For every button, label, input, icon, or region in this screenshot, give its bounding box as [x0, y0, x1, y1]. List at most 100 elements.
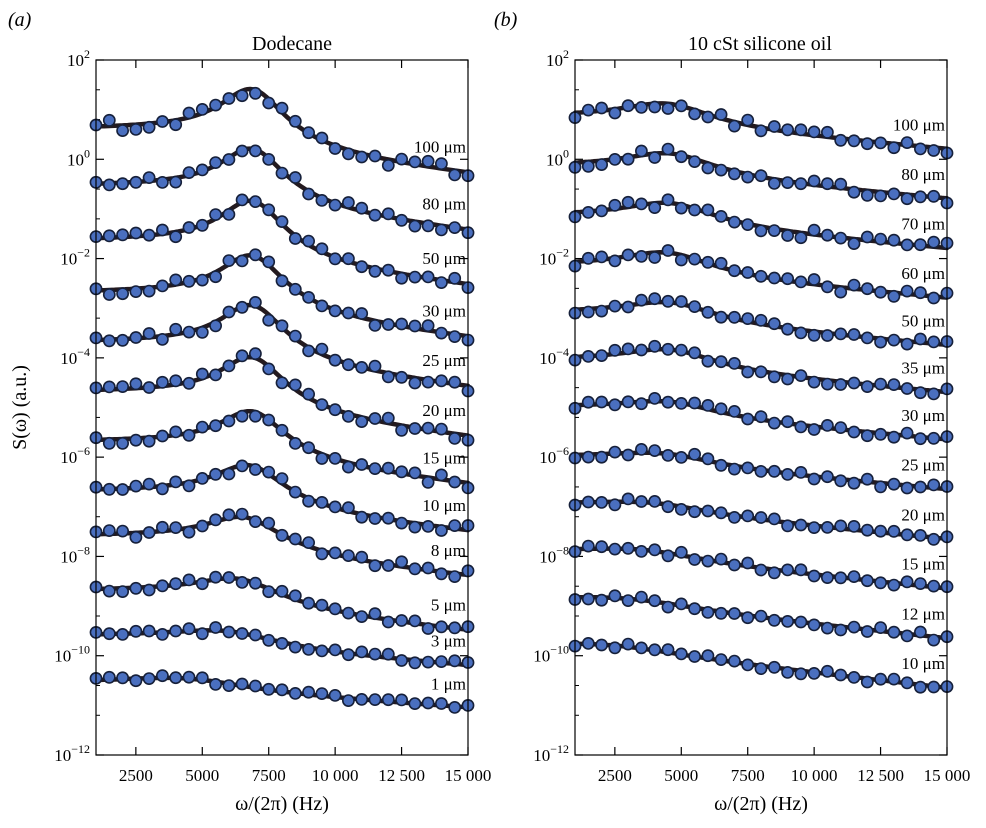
data-point [328, 689, 342, 702]
data-point [102, 178, 116, 192]
data-point [674, 647, 688, 661]
series-4: 30 μm [89, 248, 475, 347]
data-point [914, 432, 927, 446]
series-10: 5 μm [89, 570, 475, 635]
data-point [142, 624, 156, 638]
data-point [315, 193, 329, 207]
data-point [142, 526, 156, 539]
data-point [714, 163, 728, 177]
data-point [315, 398, 329, 411]
data-point [781, 176, 794, 189]
data-point [421, 219, 435, 233]
data-point [355, 645, 369, 659]
data-point [834, 623, 848, 637]
data-point [355, 201, 369, 215]
data-point [621, 448, 635, 462]
data-point [728, 264, 741, 278]
data-point [887, 333, 901, 347]
data-point [821, 228, 834, 242]
data-point [209, 570, 222, 584]
data-point [182, 274, 196, 288]
data-point [328, 142, 342, 155]
data-point [754, 563, 768, 577]
data-point [262, 313, 276, 327]
data-point [661, 643, 675, 657]
data-point [315, 598, 329, 612]
data-point [222, 153, 236, 166]
series-12: 1 μm [89, 669, 475, 714]
data-point [116, 483, 129, 496]
data-point [448, 570, 462, 583]
data-point [834, 421, 848, 434]
data-point [688, 396, 701, 410]
data-point [821, 470, 834, 484]
data-point [262, 516, 276, 530]
data-point [688, 203, 701, 217]
data-point [900, 382, 914, 395]
data-point [914, 332, 927, 346]
data-point [302, 494, 315, 508]
data-point [794, 123, 808, 137]
data-point [182, 166, 196, 179]
data-point [688, 346, 701, 360]
data-point [887, 378, 901, 391]
data-point [142, 477, 156, 491]
data-point [860, 282, 874, 296]
data-point [262, 152, 276, 166]
data-point [395, 516, 408, 530]
data-point [182, 325, 196, 339]
data-point [195, 325, 209, 339]
data-point [182, 622, 196, 636]
data-point [116, 177, 129, 191]
data-point [302, 643, 315, 656]
data-point [914, 386, 927, 400]
data-point [408, 697, 422, 710]
data-point [900, 676, 914, 690]
data-point [661, 395, 675, 409]
data-point [714, 606, 728, 620]
y-tick-label: 10−8 [539, 543, 569, 566]
data-point [661, 294, 675, 308]
data-point [395, 317, 408, 331]
data-point [395, 614, 408, 627]
data-point [821, 621, 834, 635]
data-point [714, 256, 728, 270]
data-point [275, 376, 289, 390]
data-point [448, 431, 462, 445]
data-point [767, 660, 781, 674]
data-point [222, 92, 236, 105]
data-point [661, 102, 675, 115]
data-point [860, 523, 874, 537]
data-point [235, 507, 249, 521]
data-point [581, 251, 595, 265]
data-point [102, 482, 116, 496]
data-point [635, 197, 648, 211]
data-point [754, 511, 768, 524]
data-point [648, 594, 662, 608]
data-point [222, 571, 236, 584]
data-point [847, 671, 861, 684]
data-point [688, 252, 701, 266]
data-point [807, 667, 821, 680]
data-point [421, 270, 435, 284]
data-point [328, 403, 342, 417]
series-label: 100 μm [893, 115, 945, 134]
data-point [381, 158, 395, 172]
data-point [328, 304, 342, 318]
x-tick-label: 15 000 [445, 766, 492, 785]
data-point [635, 343, 648, 357]
y-tick-label: 10−12 [533, 742, 569, 765]
data-point [754, 662, 768, 675]
data-point [608, 398, 622, 412]
data-point [328, 353, 342, 367]
data-point [315, 131, 329, 145]
data-point [368, 264, 382, 278]
data-point [209, 621, 222, 634]
data-point [807, 125, 821, 139]
data-point [900, 528, 914, 542]
data-point [648, 339, 662, 353]
data-point [701, 203, 715, 217]
data-point [581, 205, 595, 219]
data-point [169, 374, 183, 388]
data-point [155, 223, 169, 237]
